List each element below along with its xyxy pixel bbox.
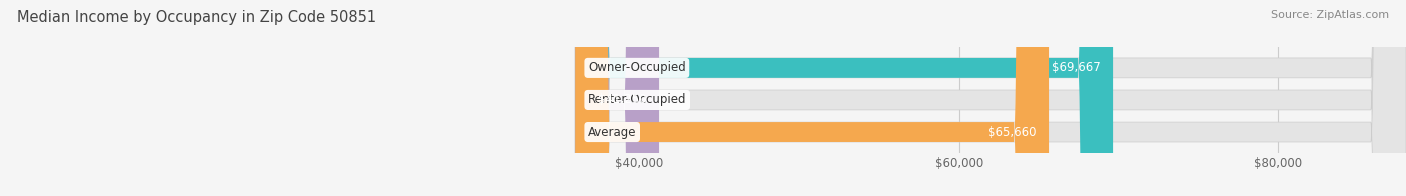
Text: $65,660: $65,660 xyxy=(988,125,1036,139)
Text: Renter-Occupied: Renter-Occupied xyxy=(588,93,686,106)
Text: $41,250: $41,250 xyxy=(598,93,647,106)
FancyBboxPatch shape xyxy=(575,0,1049,196)
Text: Median Income by Occupancy in Zip Code 50851: Median Income by Occupancy in Zip Code 5… xyxy=(17,10,375,25)
FancyBboxPatch shape xyxy=(575,0,659,196)
Text: Source: ZipAtlas.com: Source: ZipAtlas.com xyxy=(1271,10,1389,20)
Text: Average: Average xyxy=(588,125,637,139)
Text: Owner-Occupied: Owner-Occupied xyxy=(588,61,686,74)
Text: $69,667: $69,667 xyxy=(1052,61,1101,74)
FancyBboxPatch shape xyxy=(575,0,1406,196)
FancyBboxPatch shape xyxy=(575,0,1114,196)
FancyBboxPatch shape xyxy=(575,0,1406,196)
FancyBboxPatch shape xyxy=(575,0,1406,196)
